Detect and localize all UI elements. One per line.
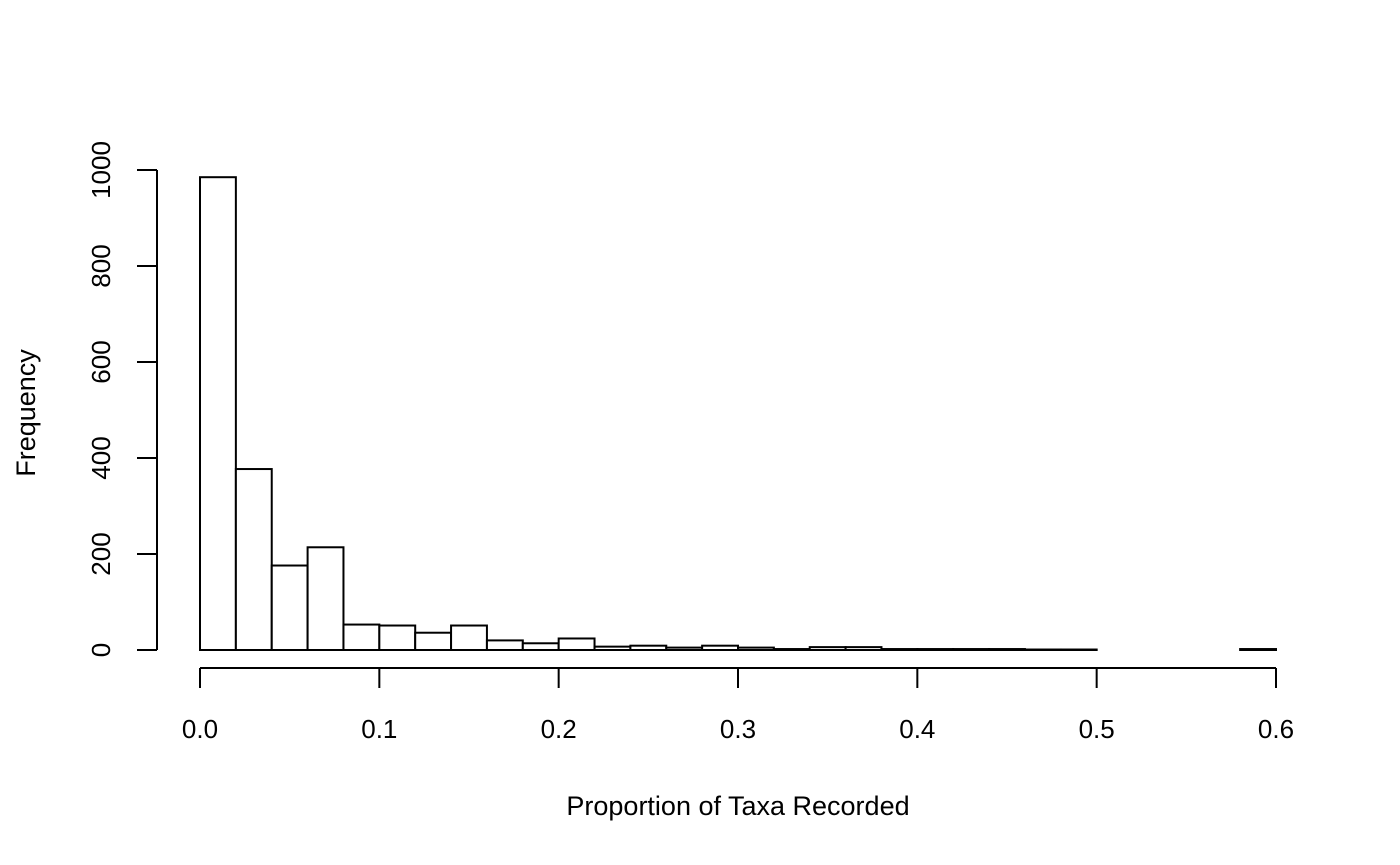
histogram-bar: [557, 637, 596, 651]
histogram-bar: [342, 623, 381, 651]
histogram-bar: [844, 646, 883, 651]
x-tick-label: 0.1: [361, 714, 397, 744]
histogram-bar: [378, 624, 417, 652]
x-tick-label: 0.3: [720, 714, 756, 744]
y-tick-label: 600: [86, 340, 116, 383]
y-tick-label: 800: [86, 244, 116, 287]
histogram-bars: [199, 176, 1277, 652]
y-tick-label: 400: [86, 436, 116, 479]
histogram-bar: [737, 646, 775, 651]
histogram-bar: [916, 648, 955, 651]
histogram-bar: [414, 631, 453, 651]
histogram-bar: [306, 546, 345, 652]
y-axis: 0 200 400 600 800 1000: [86, 141, 158, 657]
histogram-bar: [701, 644, 740, 651]
histogram-bar: [952, 648, 991, 651]
x-axis-title: Proportion of Taxa Recorded: [566, 791, 909, 821]
histogram-bar: [199, 176, 237, 651]
histogram-bar: [270, 564, 309, 652]
x-tick-label: 0.6: [1258, 714, 1294, 744]
histogram-bar: [593, 645, 632, 652]
y-tick-label: 0: [86, 643, 116, 657]
histogram-bar: [665, 646, 704, 651]
y-axis-title: Frequency: [11, 349, 41, 477]
histogram-bar: [485, 639, 524, 652]
x-axis: 0.0 0.1 0.2 0.3 0.4 0.5 0.6: [182, 667, 1294, 744]
histogram-bar: [521, 642, 560, 652]
x-tick-label: 0.0: [182, 714, 218, 744]
histogram-bar: [1239, 648, 1277, 651]
y-tick-label: 1000: [86, 141, 116, 199]
histogram-bar: [988, 648, 1026, 651]
histogram-bar: [450, 624, 488, 652]
y-tick-label: 200: [86, 532, 116, 575]
histogram-bar: [234, 468, 273, 652]
histogram-bar: [808, 646, 847, 651]
histogram-bar: [880, 648, 919, 651]
x-tick-label: 0.5: [1079, 714, 1115, 744]
histogram-bar: [772, 648, 811, 651]
x-tick-label: 0.2: [541, 714, 577, 744]
histogram-bar: [629, 644, 668, 651]
x-tick-label: 0.4: [899, 714, 935, 744]
